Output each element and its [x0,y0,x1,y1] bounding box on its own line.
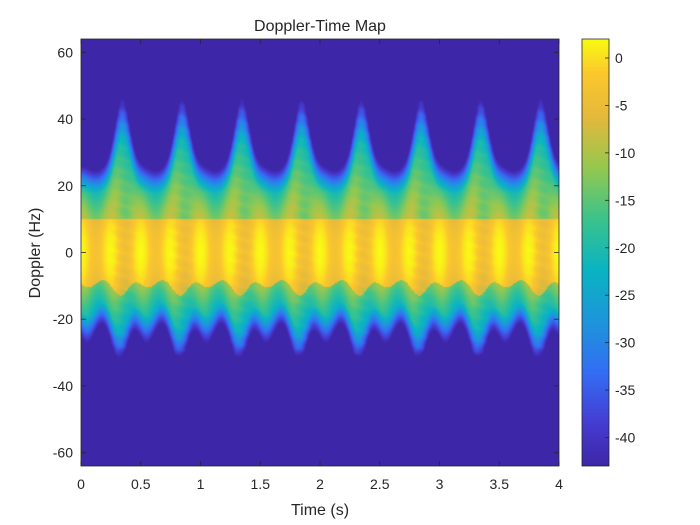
chart-title: Doppler-Time Map [254,18,386,35]
colorbar-tick-label: -35 [615,382,635,398]
x-tick-label: 3.5 [490,476,510,492]
y-tick-label: -20 [53,311,73,327]
colorbar-tick-label: 0 [615,50,623,66]
y-tick-label: 20 [57,178,73,194]
x-tick-label: 1.5 [251,476,271,492]
colorbar-tick-label: -20 [615,240,635,256]
x-tick-label: 3 [436,476,444,492]
colorbar-gradient [582,39,609,466]
colorbar: 0 -5 -10 -15 -20 -25 -30 -35 -40 [581,38,635,467]
x-axis-label: Time (s) [291,502,349,519]
colorbar-tick-label: -10 [615,145,635,161]
x-axis: 0 0.5 1 1.5 2 2.5 3 3.5 4 [77,39,563,492]
colorbar-tick-label: -40 [615,430,635,446]
y-tick-label: 0 [65,245,73,261]
x-tick-label: 4 [555,476,563,492]
y-axis: -60 -40 -20 0 20 40 60 [53,44,559,461]
colorbar-tick-label: -5 [615,97,628,113]
colorbar-tick-label: -15 [615,192,635,208]
colorbar-ticks: 0 -5 -10 -15 -20 -25 -30 -35 -40 [605,50,635,446]
y-tick-label: -60 [53,445,73,461]
colorbar-tick-label: -25 [615,287,635,303]
x-tick-label: 0.5 [131,476,151,492]
colorbar-tick-label: -30 [615,335,635,351]
x-tick-label: 0 [77,476,85,492]
heatmap-image [81,39,559,466]
y-tick-label: 60 [57,44,73,60]
colorbar-frame [581,38,610,467]
y-tick-label: 40 [57,111,73,127]
heatmap-plot-area [80,38,560,467]
y-axis-label: Doppler (Hz) [27,208,44,299]
y-tick-label: -40 [53,378,73,394]
x-tick-label: 1 [197,476,205,492]
x-tick-label: 2.5 [370,476,390,492]
x-tick-label: 2 [316,476,324,492]
